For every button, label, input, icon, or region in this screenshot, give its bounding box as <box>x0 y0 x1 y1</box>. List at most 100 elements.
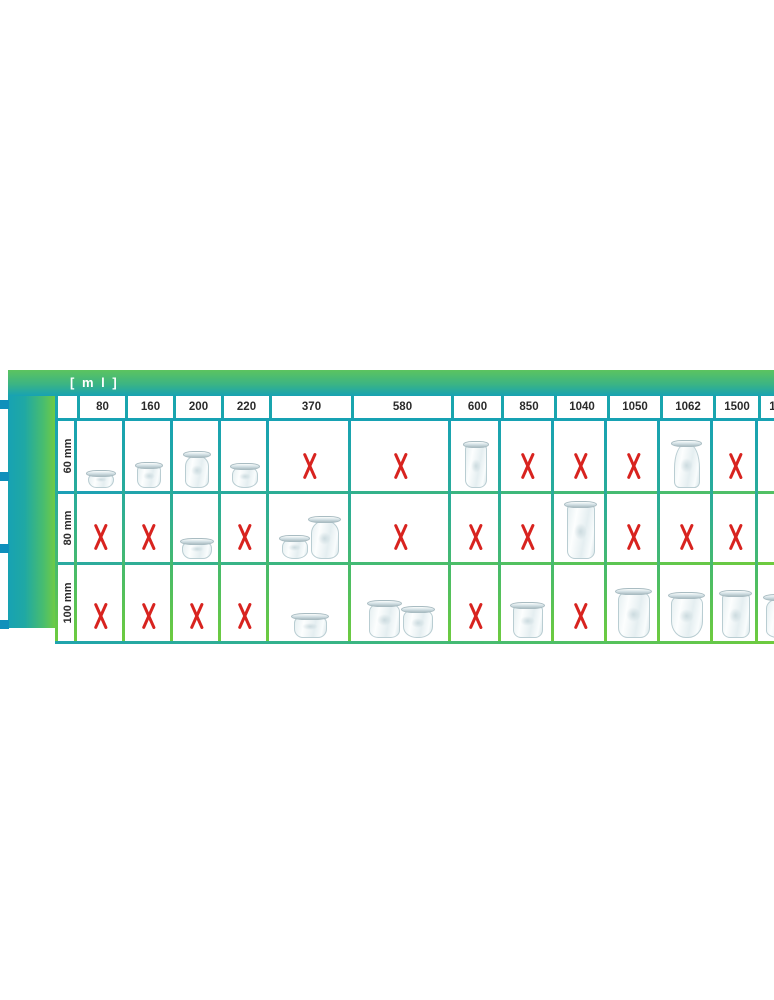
jar-lid <box>290 613 330 620</box>
jar-icon <box>308 516 341 559</box>
grid-hline-bottom <box>55 641 774 644</box>
volume-header-80: 80 <box>77 396 125 418</box>
jar-embossing <box>625 607 642 622</box>
jar-embossing <box>410 618 426 628</box>
jar-cell-60mm-1062[interactable] <box>660 421 713 491</box>
jar-cell-60mm-200[interactable] <box>173 421 221 491</box>
unavailable-cell-100mm-1040[interactable] <box>554 565 607 641</box>
volume-header-200: 200 <box>173 396 221 418</box>
jar-embossing <box>680 458 693 473</box>
volume-header-220: 220 <box>221 396 269 418</box>
jar-icon <box>719 590 752 638</box>
unavailable-cell-100mm-200[interactable] <box>173 565 221 641</box>
volume-header-600: 600 <box>451 396 501 418</box>
jar-embossing <box>377 614 392 626</box>
unavailable-cell-60mm-1040[interactable] <box>554 421 607 491</box>
unavailable-cell-80mm-850[interactable] <box>501 494 554 562</box>
volume-header-1040: 1040 <box>554 396 607 418</box>
unavailable-cell-80mm-160[interactable] <box>125 494 173 562</box>
unavailable-x-icon <box>228 519 262 553</box>
jar-cell-100mm-1050[interactable] <box>607 565 660 641</box>
jar-cell-80mm-370[interactable] <box>269 494 351 562</box>
jar-lid <box>719 590 752 597</box>
jar-cell-100mm-370[interactable] <box>269 565 351 641</box>
jar-icon <box>510 602 545 638</box>
grid-vline <box>498 421 501 641</box>
jar-lid <box>510 602 545 609</box>
unavailable-x-icon <box>132 519 166 553</box>
unavailable-cell-80mm-1062[interactable] <box>660 494 713 562</box>
unavailable-x-icon <box>764 519 774 553</box>
grid-vline <box>710 421 713 641</box>
volume-header-370: 370 <box>269 396 351 418</box>
unavailable-cell-60mm-1750[interactable] <box>758 421 774 491</box>
jar-icon <box>400 606 436 638</box>
unavailable-x-icon <box>719 448 753 482</box>
grid-vline <box>218 421 221 641</box>
unavailable-cell-80mm-580[interactable] <box>351 494 451 562</box>
jar-lid <box>308 516 341 523</box>
unavailable-cell-60mm-1050[interactable] <box>607 421 660 491</box>
unavailable-cell-100mm-160[interactable] <box>125 565 173 641</box>
jar-cell-60mm-220[interactable] <box>221 421 269 491</box>
unavailable-x-icon <box>180 598 214 632</box>
unavailable-x-icon <box>764 448 774 482</box>
unavailable-cell-60mm-370[interactable] <box>269 421 351 491</box>
grid-hline-1 <box>55 491 774 494</box>
matrix-row: 60 mm <box>55 421 774 491</box>
matrix-row: 100 mm <box>55 565 774 641</box>
jar-cell-60mm-160[interactable] <box>125 421 173 491</box>
jar-embossing <box>520 615 535 627</box>
unavailable-x-icon <box>564 448 598 482</box>
unit-label: [ m l ] <box>70 375 119 390</box>
jar-embossing <box>189 545 205 553</box>
grid-vline <box>448 421 451 641</box>
jar-cell-100mm-850[interactable] <box>501 565 554 641</box>
unavailable-cell-80mm-80[interactable] <box>77 494 125 562</box>
unavailable-x-icon <box>617 519 651 553</box>
jar-icon <box>179 538 215 559</box>
volume-header-1062: 1062 <box>660 396 713 418</box>
jar-icon <box>229 463 261 488</box>
jar-cell-60mm-600[interactable] <box>451 421 501 491</box>
jar-cell-100mm-1062[interactable] <box>660 565 713 641</box>
unavailable-cell-100mm-220[interactable] <box>221 565 269 641</box>
jar-cell-100mm-1500[interactable] <box>713 565 758 641</box>
jar-icon <box>85 470 117 488</box>
unavailable-cell-60mm-580[interactable] <box>351 421 451 491</box>
unavailable-cell-80mm-1500[interactable] <box>713 494 758 562</box>
unavailable-x-icon <box>617 448 651 482</box>
unavailable-x-icon <box>384 448 418 482</box>
jar-cell-80mm-1040[interactable] <box>554 494 607 562</box>
jar-lid <box>179 538 215 545</box>
unavailable-x-icon <box>719 519 753 553</box>
jar-cell-100mm-1750[interactable] <box>758 565 774 641</box>
jar-cell-80mm-200[interactable] <box>173 494 221 562</box>
jar-lid <box>279 535 310 542</box>
grid-vline <box>55 421 58 641</box>
jar-lid <box>85 470 117 477</box>
unavailable-cell-80mm-1050[interactable] <box>607 494 660 562</box>
grid-vline <box>74 421 77 641</box>
jar-embossing <box>678 609 695 624</box>
unavailable-cell-60mm-1500[interactable] <box>713 421 758 491</box>
unavailable-cell-80mm-220[interactable] <box>221 494 269 562</box>
jar-embossing <box>143 471 155 480</box>
jar-embossing <box>191 465 203 477</box>
grid-vline <box>604 421 607 641</box>
jar-cell-100mm-580[interactable] <box>351 565 451 641</box>
jar-icon <box>366 600 403 638</box>
unavailable-cell-100mm-80[interactable] <box>77 565 125 641</box>
unavailable-cell-80mm-1750[interactable] <box>758 494 774 562</box>
jar-embossing <box>470 458 482 473</box>
jar-cell-60mm-80[interactable] <box>77 421 125 491</box>
unavailable-cell-60mm-850[interactable] <box>501 421 554 491</box>
jar-icon <box>183 451 211 488</box>
jar-lid <box>671 440 702 447</box>
jar-lid <box>135 462 163 469</box>
jar-icon <box>614 588 653 638</box>
unavailable-cell-100mm-600[interactable] <box>451 565 501 641</box>
volume-header-160: 160 <box>125 396 173 418</box>
unavailable-cell-80mm-600[interactable] <box>451 494 501 562</box>
unavailable-x-icon <box>564 598 598 632</box>
